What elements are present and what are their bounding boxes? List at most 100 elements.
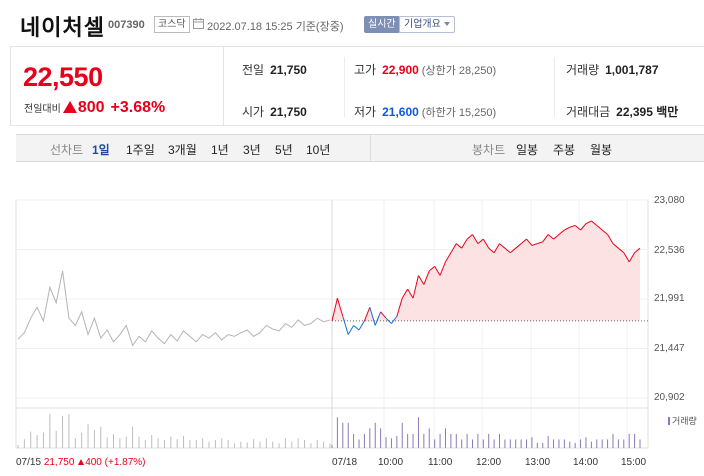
x-tick-label: 12:00 [476, 457, 502, 468]
today-line-segment [445, 252, 452, 263]
today-line-segment [455, 243, 463, 249]
today-line-segment [564, 226, 570, 231]
today-line-segment [380, 311, 387, 319]
today-line-segment [439, 261, 446, 276]
today-line-segment [531, 243, 538, 246]
divider [554, 57, 555, 117]
x-tick-label: 15:00 [621, 457, 647, 468]
chevron-down-icon [443, 22, 450, 26]
today-line-segment [401, 288, 409, 299]
price-change: 전일대비 800 +3.68% [24, 99, 165, 117]
upper-limit: (상한가 28,250) [421, 65, 497, 77]
tab-monthly-candle[interactable]: 월봉 [590, 143, 613, 157]
today-line-segment [558, 229, 565, 235]
y-tick-label: 23,080 [654, 195, 685, 206]
tab-1week[interactable]: 1주일 [126, 143, 155, 157]
tab-3month[interactable]: 3개월 [168, 143, 197, 157]
today-line-segment [450, 243, 457, 253]
x-tick-label: 11:00 [428, 457, 453, 468]
today-line-segment [499, 243, 506, 249]
line-chart-title: 선차트 [50, 143, 84, 157]
low-price: 저가 21,600 (하한가 15,250) [354, 103, 496, 120]
y-tick-label: 21,447 [654, 343, 685, 354]
today-line-segment [612, 243, 619, 249]
volume-value: 1,001,787 [605, 63, 659, 77]
tab-3year[interactable]: 3년 [243, 143, 261, 157]
today-line-segment [391, 316, 398, 324]
prev-close-label: 전일 [242, 63, 265, 77]
today-line-segment [347, 325, 355, 335]
tab-5year[interactable]: 5년 [275, 143, 293, 157]
today-line-segment [369, 307, 376, 326]
today-line-segment [477, 238, 484, 245]
chart-tab-bar: 선차트 1일 1주일 3개월 1년 3년 5년 10년 봉차트 일봉 주봉 월봉 [16, 134, 704, 162]
today-line-segment [569, 224, 576, 228]
tab-daily-candle[interactable]: 일봉 [516, 143, 539, 157]
trade-amount: 거래대금 22,395 백만 [566, 103, 678, 120]
today-line-segment [374, 311, 382, 326]
today-line-segment [488, 247, 495, 254]
today-line-segment [526, 238, 533, 246]
volume: 거래량 1,001,787 [566, 61, 659, 78]
today-line-segment [358, 320, 365, 331]
today-line-segment [596, 225, 603, 231]
today-area-fill [332, 220, 640, 321]
today-line-segment [623, 252, 630, 263]
y-tick-label: 21,991 [654, 293, 685, 304]
today-line-segment [547, 234, 554, 240]
today-line-segment [601, 229, 608, 235]
today-line-segment [396, 298, 403, 317]
today-line-segment [363, 307, 371, 322]
prev-day-summary: 07/15 21,750 400 (+1.87%) [16, 457, 146, 468]
prev-close-value: 21,750 [270, 63, 307, 77]
price-chart-svg [15, 199, 649, 449]
price-chart[interactable]: 23,080 22,536 21,991 21,447 20,902 거래량 0… [0, 190, 704, 476]
x-tick-label: 07/18 [332, 457, 358, 468]
tab-1year[interactable]: 1년 [211, 143, 229, 157]
low-value: 21,600 [382, 105, 419, 119]
quote-info-grid: 전일 21,750 고가 22,900 (상한가 28,250) 거래량 1,001,7… [224, 46, 704, 126]
up-arrow-icon [62, 101, 77, 113]
today-line-segment [493, 243, 500, 253]
today-line-segment [423, 270, 430, 285]
prev-day-price: 21,750 [43, 457, 75, 468]
today-line-segment [634, 247, 641, 254]
tab-weekly-candle[interactable]: 주봉 [553, 143, 576, 157]
today-line-segment [618, 247, 625, 254]
today-line-segment [336, 298, 344, 317]
y-tick-label: 22,536 [654, 245, 685, 256]
today-line-segment [418, 275, 425, 285]
prev-day-line [17, 270, 331, 347]
volume-legend: 거래량 [668, 414, 697, 427]
stock-header: 네이처셀 007390 코스닥 2022.07.18 15:25 기준(장중) … [0, 0, 704, 46]
market-badge: 코스닥 [154, 16, 190, 33]
today-line-segment [585, 220, 592, 225]
today-line-segment [520, 238, 527, 245]
today-line-segment [412, 275, 419, 299]
corp-info-dropdown[interactable]: 기업개요 [399, 16, 455, 33]
today-line-segment [466, 234, 473, 240]
volume-legend-swatch [668, 417, 670, 425]
x-tick-label: 10:00 [378, 457, 404, 468]
stock-code: 007390 [108, 19, 145, 31]
quote-datetime: 2022.07.18 15:25 기준(장중) [207, 21, 344, 33]
candle-chart-title: 봉차트 [472, 143, 506, 157]
current-price: 22,550 [23, 62, 103, 92]
today-line-segment [574, 225, 581, 231]
tab-10year[interactable]: 10년 [306, 143, 331, 157]
high-value: 22,900 [382, 63, 419, 77]
volume-legend-label: 거래량 [672, 416, 697, 426]
today-line-segment [434, 266, 441, 276]
high-price: 고가 22,900 (상한가 28,250) [354, 61, 496, 78]
x-tick-label: 13:00 [525, 457, 551, 468]
amount-label: 거래대금 [566, 105, 611, 119]
today-line-segment [537, 241, 543, 245]
today-line-segment [407, 288, 414, 299]
lower-limit: (하한가 15,250) [421, 107, 497, 119]
tab-1day[interactable]: 1일 [92, 143, 110, 157]
realtime-button[interactable]: 실시간 [364, 16, 400, 33]
open-price: 시가 21,750 [242, 103, 307, 120]
volume-label: 거래량 [566, 63, 600, 77]
today-line-segment [607, 234, 614, 244]
open-label: 시가 [242, 105, 265, 119]
